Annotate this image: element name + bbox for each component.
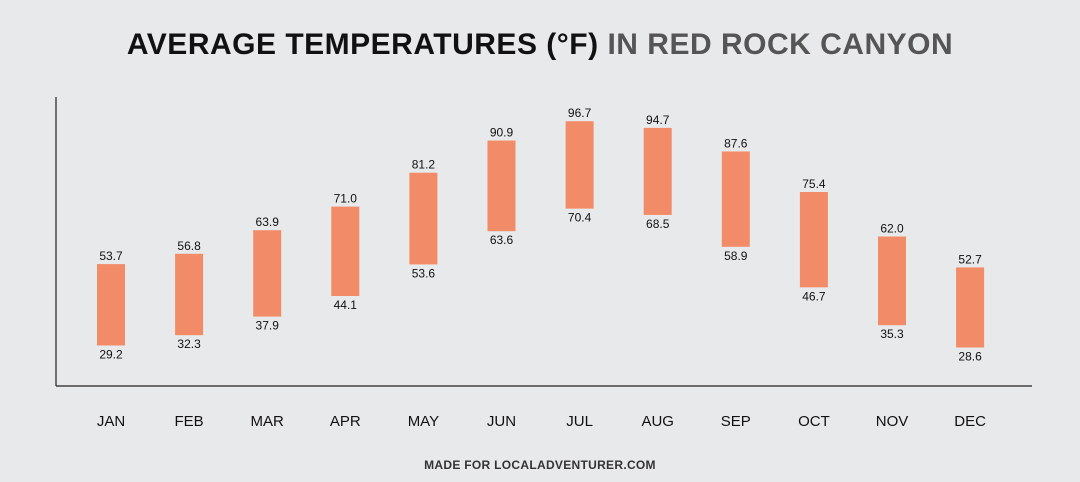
high-value-label: 90.9 bbox=[490, 126, 514, 140]
x-tick-label: JUL bbox=[566, 413, 593, 430]
range-bar bbox=[643, 127, 672, 215]
high-value-label: 56.8 bbox=[177, 239, 201, 253]
chart-title-main: AVERAGE TEMPERATURES (°F) bbox=[126, 28, 599, 61]
low-value-label: 70.4 bbox=[568, 211, 592, 225]
x-tick-label: OCT bbox=[798, 413, 830, 430]
x-tick-label: SEP bbox=[721, 413, 751, 430]
high-value-label: 96.7 bbox=[568, 106, 592, 120]
range-bar bbox=[956, 267, 985, 348]
low-value-label: 35.3 bbox=[880, 327, 904, 341]
high-value-label: 87.6 bbox=[724, 136, 748, 150]
x-tick-label: AUG bbox=[641, 413, 674, 430]
high-value-label: 71.0 bbox=[334, 192, 358, 206]
x-tick-label: APR bbox=[330, 413, 361, 430]
range-bar bbox=[487, 140, 516, 232]
range-bar bbox=[331, 206, 360, 296]
high-value-label: 53.7 bbox=[99, 249, 123, 263]
x-tick-label: MAY bbox=[408, 413, 439, 430]
low-value-label: 32.3 bbox=[177, 337, 201, 351]
range-bar bbox=[253, 230, 282, 317]
high-value-label: 94.7 bbox=[646, 113, 670, 127]
low-value-label: 28.6 bbox=[958, 349, 982, 363]
range-bar bbox=[409, 172, 438, 265]
low-value-label: 37.9 bbox=[256, 319, 280, 333]
range-bar bbox=[878, 236, 906, 326]
chart-title-accent: IN RED ROCK CANYON bbox=[607, 28, 954, 61]
high-value-label: 81.2 bbox=[412, 158, 436, 172]
low-value-label: 63.6 bbox=[490, 233, 514, 247]
high-value-label: 75.4 bbox=[802, 177, 826, 191]
high-value-label: 63.9 bbox=[256, 215, 280, 229]
range-bar bbox=[175, 253, 204, 336]
footer-credit: MADE FOR LOCALADVENTURER.COM bbox=[424, 458, 656, 472]
x-tick-label: JUN bbox=[487, 413, 516, 430]
high-value-label: 52.7 bbox=[958, 252, 982, 266]
range-bar bbox=[97, 264, 125, 346]
low-value-label: 53.6 bbox=[412, 266, 436, 280]
range-bar bbox=[721, 151, 750, 247]
x-tick-label: MAR bbox=[251, 413, 285, 430]
low-value-label: 29.2 bbox=[99, 347, 123, 361]
x-tick-label: NOV bbox=[876, 413, 909, 430]
low-value-label: 68.5 bbox=[646, 217, 670, 231]
x-tick-label: DEC bbox=[954, 413, 986, 430]
x-tick-label: FEB bbox=[175, 413, 204, 430]
x-tick-label: JAN bbox=[97, 413, 125, 430]
low-value-label: 46.7 bbox=[802, 289, 826, 303]
low-value-label: 58.9 bbox=[724, 249, 748, 263]
low-value-label: 44.1 bbox=[334, 298, 358, 312]
chart-title: AVERAGE TEMPERATURES (°F) IN RED ROCK CA… bbox=[0, 28, 1080, 62]
high-value-label: 62.0 bbox=[880, 222, 904, 236]
range-bar bbox=[565, 121, 594, 209]
range-bar bbox=[799, 192, 828, 288]
